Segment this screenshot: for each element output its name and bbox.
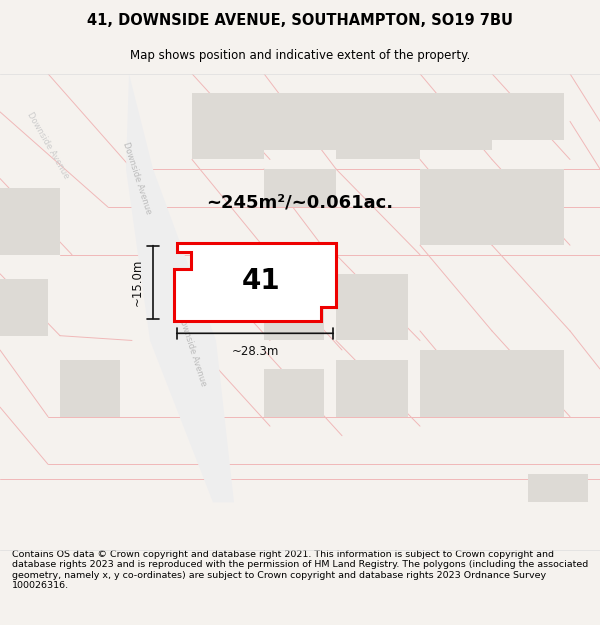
Text: Downside Avenue: Downside Avenue xyxy=(121,141,153,216)
Bar xyxy=(0,188,60,255)
Polygon shape xyxy=(126,74,234,503)
Bar xyxy=(264,169,336,207)
Bar xyxy=(264,274,324,341)
Bar xyxy=(0,279,48,336)
Bar xyxy=(336,274,408,341)
Bar xyxy=(528,474,588,502)
Text: ~245m²/~0.061ac.: ~245m²/~0.061ac. xyxy=(206,193,394,211)
Bar xyxy=(420,169,492,245)
Bar xyxy=(492,92,564,141)
Text: ~15.0m: ~15.0m xyxy=(131,258,144,306)
Bar xyxy=(420,350,492,417)
Bar xyxy=(264,369,324,417)
Bar xyxy=(492,169,564,245)
Bar xyxy=(60,359,120,417)
Bar xyxy=(264,92,336,150)
Text: Contains OS data © Crown copyright and database right 2021. This information is : Contains OS data © Crown copyright and d… xyxy=(12,550,588,590)
Text: Downside Avenue: Downside Avenue xyxy=(176,312,208,388)
Bar xyxy=(336,359,408,417)
Bar xyxy=(492,350,564,417)
Text: Downside Avenue: Downside Avenue xyxy=(25,110,71,180)
Bar xyxy=(336,92,420,159)
Bar xyxy=(192,92,264,159)
Text: Map shows position and indicative extent of the property.: Map shows position and indicative extent… xyxy=(130,49,470,62)
Text: 41: 41 xyxy=(242,267,280,295)
Polygon shape xyxy=(174,243,336,321)
Text: 41, DOWNSIDE AVENUE, SOUTHAMPTON, SO19 7BU: 41, DOWNSIDE AVENUE, SOUTHAMPTON, SO19 7… xyxy=(87,13,513,28)
Bar xyxy=(420,92,492,150)
Text: ~28.3m: ~28.3m xyxy=(232,345,278,358)
